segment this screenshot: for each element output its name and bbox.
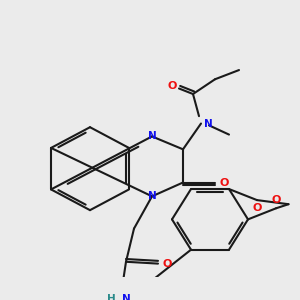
Text: N: N: [122, 294, 130, 300]
Text: N: N: [148, 131, 156, 141]
Text: H: H: [106, 294, 116, 300]
Text: O: O: [219, 178, 229, 188]
Text: O: O: [271, 195, 281, 205]
Text: N: N: [204, 118, 212, 128]
Text: O: O: [167, 81, 177, 91]
Text: O: O: [252, 203, 262, 213]
Text: N: N: [148, 191, 156, 201]
Text: O: O: [162, 259, 172, 269]
